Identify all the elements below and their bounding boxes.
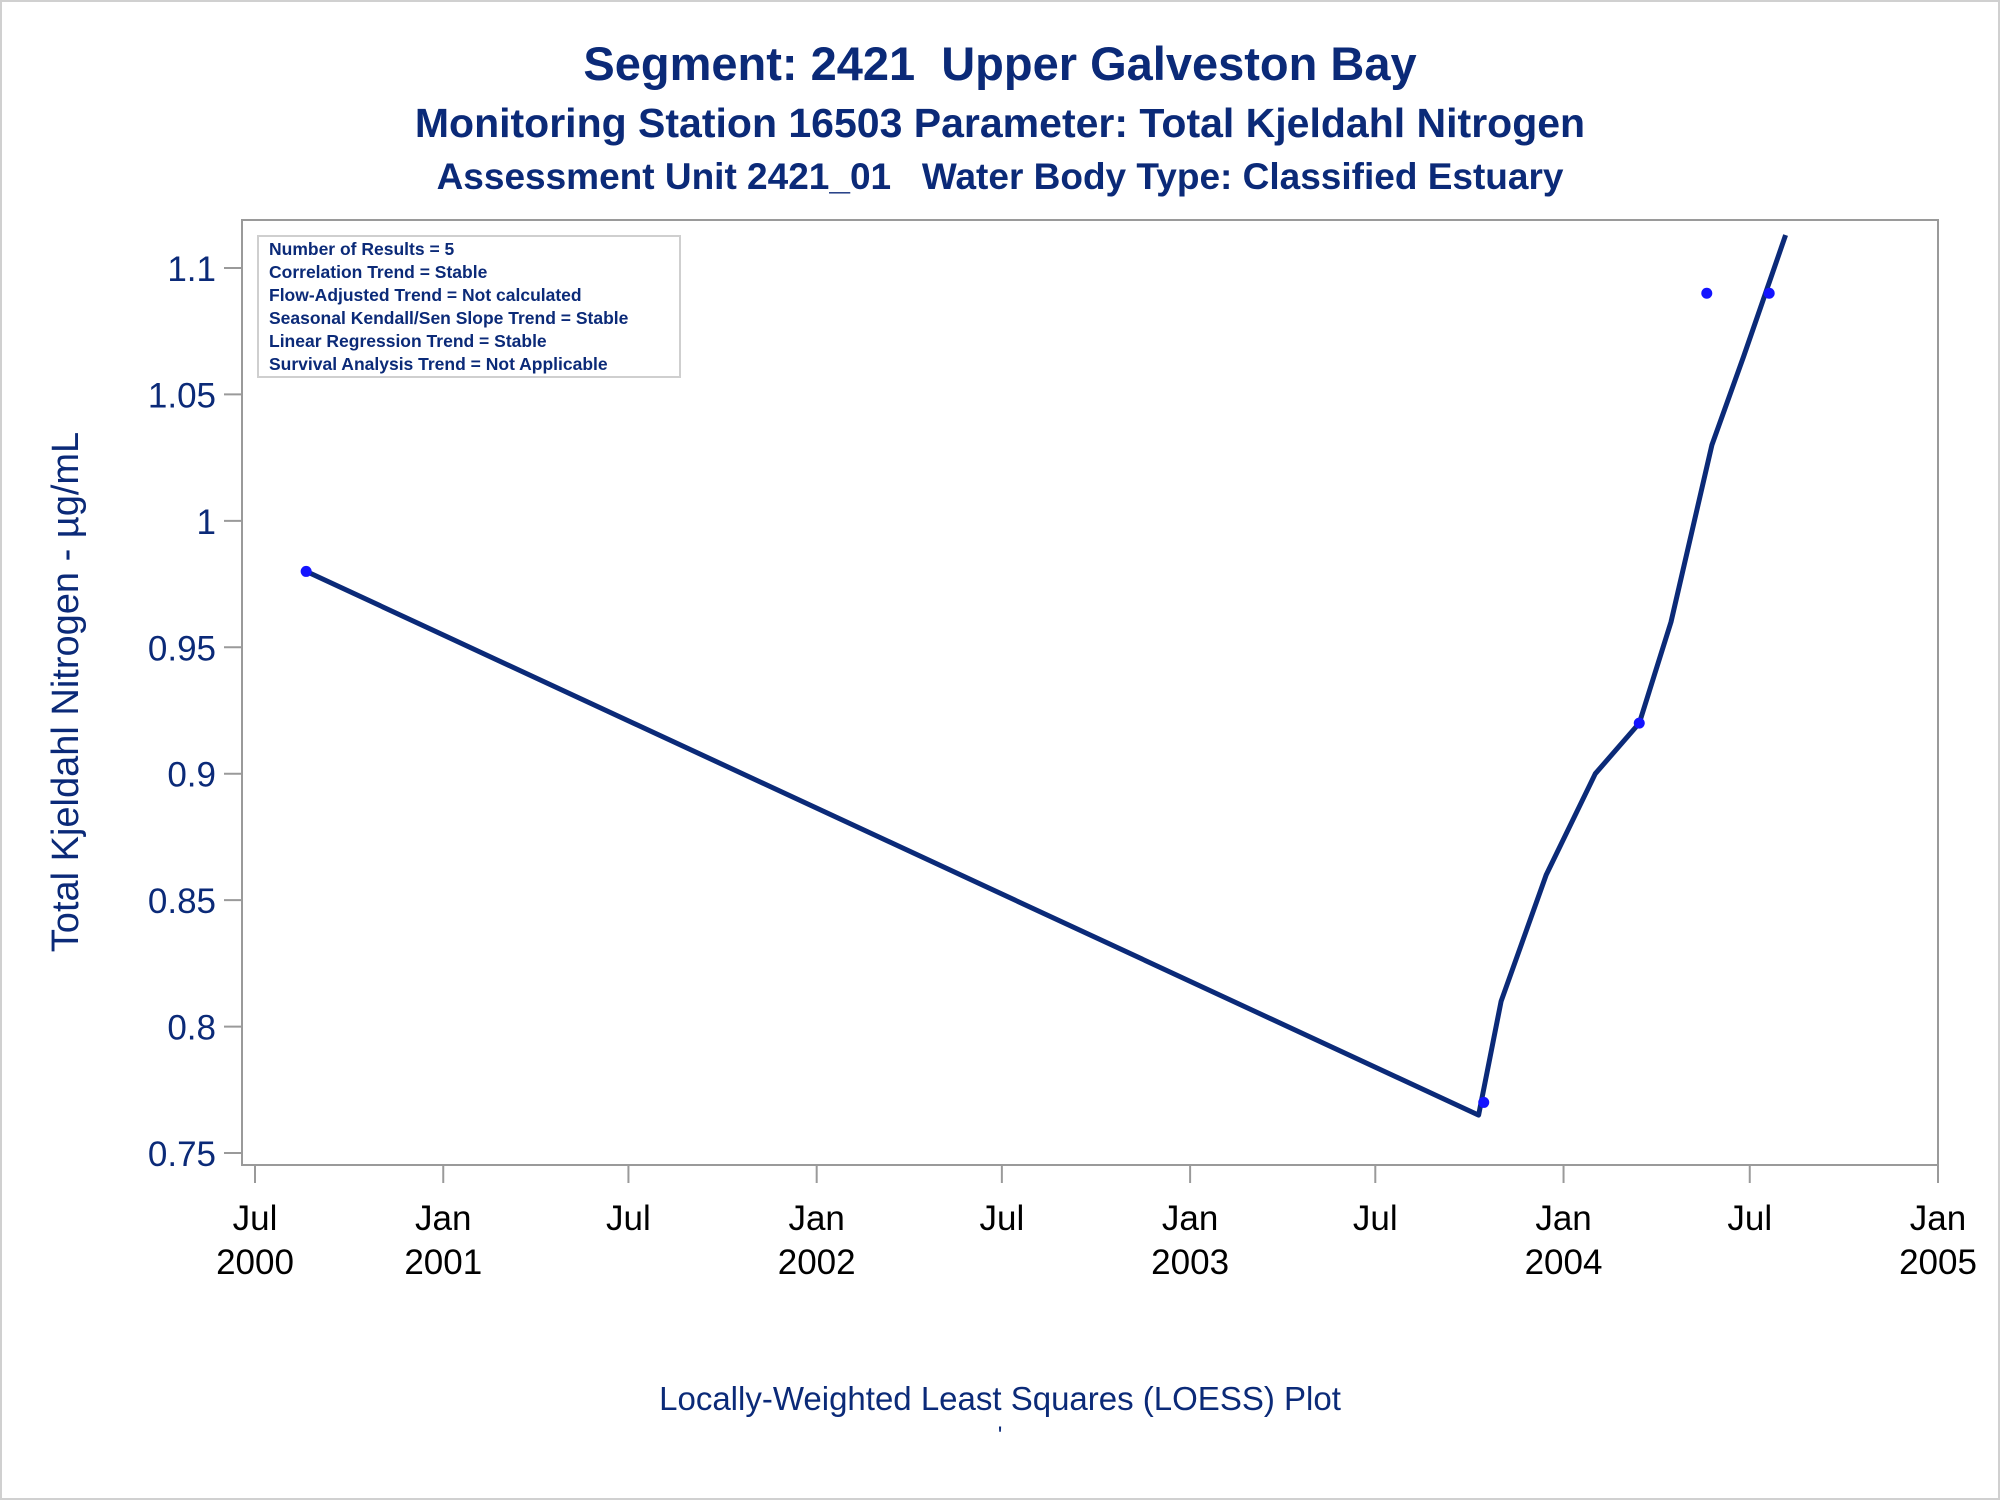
chart-title: Segment: 2421 Upper Galveston Bay xyxy=(583,37,1417,90)
trend-summary-line: Seasonal Kendall/Sen Slope Trend = Stabl… xyxy=(269,308,629,328)
y-axis: 0.75 0.8 0.85 0.9 0.95 1 1.05 1.1 xyxy=(148,250,242,1174)
trend-summary-line: Linear Regression Trend = Stable xyxy=(269,331,547,351)
x-tick-year-label: 2002 xyxy=(778,1243,856,1282)
data-point xyxy=(300,565,312,577)
trend-summary-line: Flow-Adjusted Trend = Not calculated xyxy=(269,285,582,305)
x-tick-label: Jan xyxy=(1162,1199,1218,1238)
data-point xyxy=(1478,1096,1490,1108)
x-tick-year-label: 2001 xyxy=(404,1243,482,1282)
y-tick-label: 1.05 xyxy=(148,376,216,415)
x-tick-label: Jul xyxy=(979,1199,1024,1238)
loess-line xyxy=(305,234,1788,1118)
x-tick-label: Jul xyxy=(1353,1199,1398,1238)
series-layer xyxy=(305,234,1788,1118)
footnote-mark: ' xyxy=(997,1422,1003,1449)
x-tick-year-label: 2005 xyxy=(1899,1243,1977,1282)
x-tick-label: Jul xyxy=(233,1199,278,1238)
data-point xyxy=(1763,287,1775,299)
data-point xyxy=(1633,717,1645,729)
trend-summary-line: Survival Analysis Trend = Not Applicable xyxy=(269,354,608,374)
y-tick-label: 1 xyxy=(197,503,216,542)
x-tick-year-label: 2000 xyxy=(216,1243,294,1282)
x-axis: Jul 2000 Jan 2001 Jul Jan 2002 Jul Jan 2003 Jul Jan… xyxy=(216,1165,1977,1282)
footnote: Locally-Weighted Least Squares (LOESS) P… xyxy=(659,1380,1341,1417)
x-tick-year-label: 2004 xyxy=(1525,1243,1603,1282)
x-tick-year-label: 2003 xyxy=(1151,1243,1229,1282)
x-tick-label: Jan xyxy=(1910,1199,1966,1238)
y-tick-label: 0.85 xyxy=(148,882,216,921)
y-axis-label: Total Kjeldahl Nitrogen - µg/mL xyxy=(45,432,87,952)
chart-subtitle: Monitoring Station 16503 Parameter: Tota… xyxy=(414,100,1586,146)
data-point xyxy=(1701,287,1713,299)
y-tick-label: 1.1 xyxy=(167,250,216,289)
chart-subtitle-2: Assessment Unit 2421_01 Water Body Type:… xyxy=(436,156,1564,197)
trend-summary-border xyxy=(257,235,681,378)
x-tick-label: Jul xyxy=(1727,1199,1772,1238)
points-layer xyxy=(300,287,1775,1108)
trend-summary-box: Number of Results = 5 Correlation Trend =… xyxy=(257,235,681,378)
plot-area xyxy=(241,219,1939,1166)
y-tick-label: 0.95 xyxy=(148,629,216,668)
y-tick-label: 0.9 xyxy=(167,756,216,795)
y-tick-label: 0.8 xyxy=(167,1009,216,1048)
x-tick-label: Jul xyxy=(606,1199,651,1238)
y-tick-label: 0.75 xyxy=(148,1135,216,1174)
trend-summary-line: Correlation Trend = Stable xyxy=(269,262,488,282)
x-tick-label: Jan xyxy=(1535,1199,1591,1238)
x-tick-label: Jan xyxy=(788,1199,844,1238)
trend-summary-line: Number of Results = 5 xyxy=(269,239,455,259)
x-tick-label: Jan xyxy=(415,1199,471,1238)
